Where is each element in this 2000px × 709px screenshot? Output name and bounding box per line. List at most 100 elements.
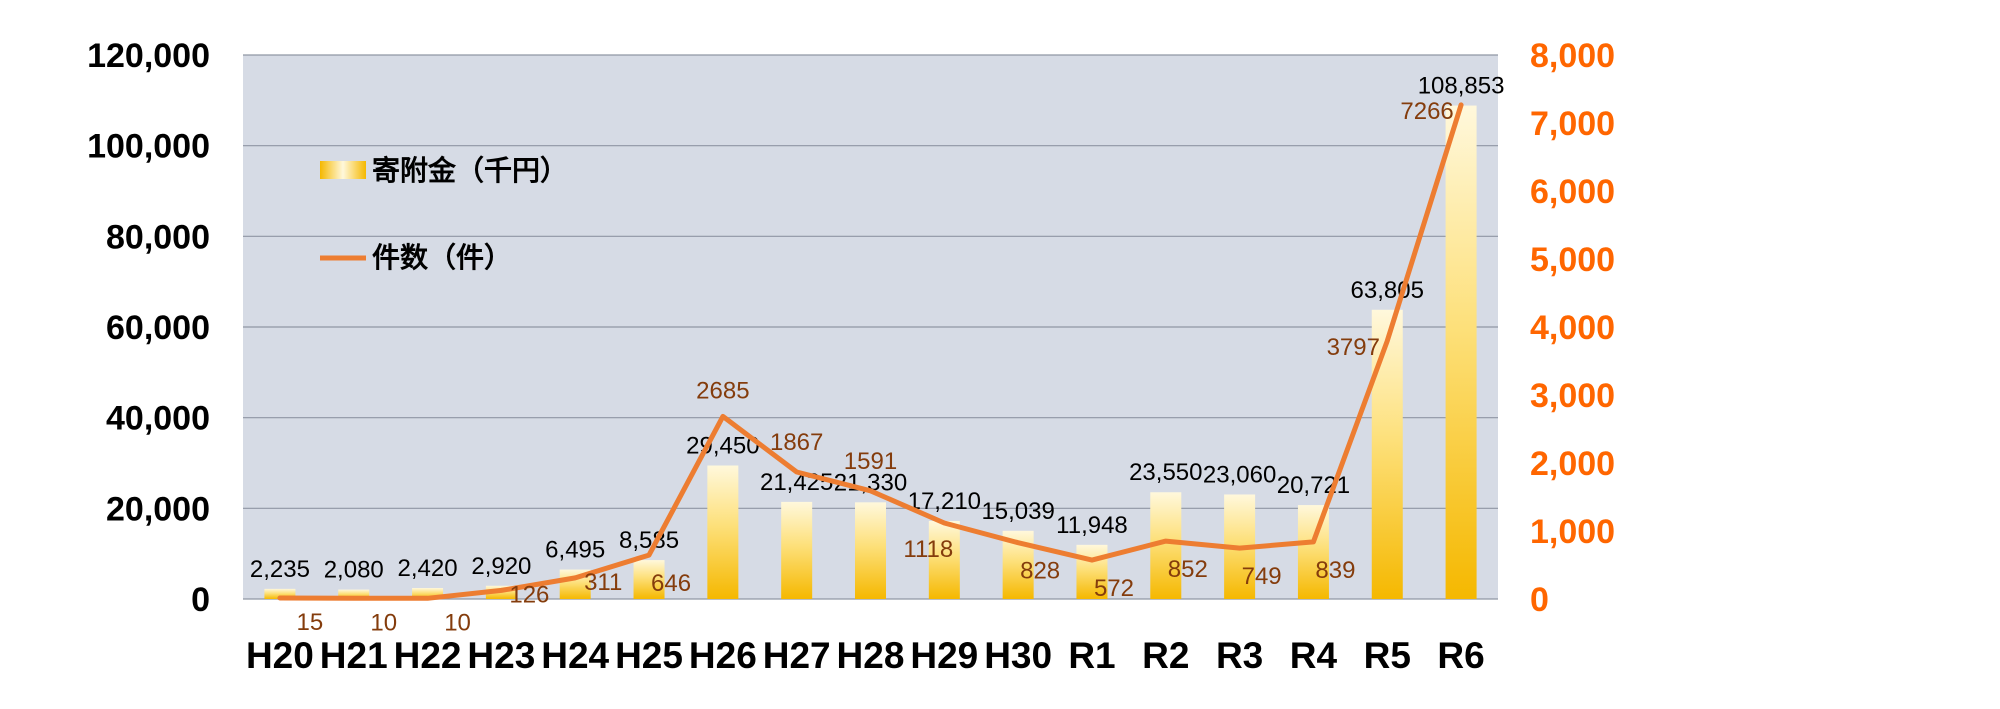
line-data-label: 10 — [444, 609, 471, 636]
x-axis-tick-label: R2 — [1142, 635, 1189, 676]
x-axis-tick-label: R1 — [1068, 635, 1115, 676]
line-point — [943, 522, 945, 524]
left-axis-tick-label: 40,000 — [106, 400, 210, 438]
left-axis-tick-label: 60,000 — [106, 309, 210, 347]
x-axis-ticks: H20 H21 H22 H23 H24 H25 H26 H27 H28 H29 H30 R1 R2 R3 R… — [246, 635, 1485, 676]
x-axis-tick-label: H30 — [984, 635, 1052, 676]
bar — [1076, 544, 1108, 599]
line-data-label: 646 — [651, 570, 691, 597]
legend-line-label: 件数（件） — [372, 241, 512, 274]
x-axis-tick-label: H26 — [689, 635, 757, 676]
line-point — [1386, 340, 1388, 342]
line-data-label: 1867 — [770, 429, 823, 456]
line-series — [277, 102, 1464, 601]
legend-bar-swatch — [320, 161, 366, 179]
line-data-label: 572 — [1094, 575, 1134, 602]
bar — [854, 502, 887, 599]
bar-data-label: 15,039 — [981, 498, 1054, 525]
legend: 寄附金（千円） 件数（件） — [320, 154, 568, 274]
line-point — [427, 597, 429, 599]
bar-data-label: 2,235 — [250, 556, 310, 583]
x-axis-tick-label: R5 — [1364, 635, 1411, 676]
bar-data-label: 6,495 — [545, 537, 605, 564]
bar-data-label: 23,550 — [1129, 459, 1202, 486]
left-axis-tick-label: 100,000 — [87, 128, 210, 166]
line-data-label: 828 — [1020, 558, 1060, 585]
bar-data-label: 63,805 — [1351, 277, 1424, 304]
line-point — [1165, 540, 1167, 542]
left-axis-tick-label: 120,000 — [87, 37, 210, 75]
line-point — [1017, 542, 1019, 544]
line-data-label: 1591 — [844, 448, 897, 475]
right-axis-tick-label: 6,000 — [1530, 173, 1615, 211]
right-axis-tick-label: 2,000 — [1530, 445, 1615, 483]
bar — [338, 589, 370, 599]
line-data-label: 10 — [370, 609, 397, 636]
line-point — [353, 597, 355, 599]
line-data-label: 1118 — [903, 536, 953, 563]
line-point — [870, 490, 871, 492]
line-point — [796, 471, 798, 473]
line-data-label: 7266 — [1400, 98, 1453, 125]
left-axis-ticks: 0 20,000 40,000 60,000 80,000 100,000 120,000 — [87, 37, 210, 619]
bar-data-label: 2,080 — [324, 557, 384, 584]
line-point — [1239, 547, 1241, 549]
right-axis-tick-label: 4,000 — [1530, 309, 1615, 347]
line-point — [722, 415, 724, 417]
x-axis-tick-label: R6 — [1437, 635, 1484, 676]
x-axis-tick-label: H24 — [541, 635, 609, 676]
bar — [1445, 105, 1477, 599]
line-data-label: 15 — [297, 609, 324, 636]
bar-data-label: 2,420 — [398, 555, 458, 582]
right-axis-tick-label: 3,000 — [1530, 377, 1615, 415]
bar-data-label: 23,060 — [1203, 461, 1276, 488]
x-axis-tick-label: H25 — [615, 635, 683, 676]
line-point — [1460, 104, 1462, 106]
right-axis-tick-label: 5,000 — [1530, 241, 1615, 279]
bar-data-label: 2,920 — [471, 553, 531, 580]
legend-bar-label: 寄附金（千円） — [372, 154, 568, 187]
bar-data-label: 108,853 — [1418, 73, 1505, 100]
left-axis-tick-label: 20,000 — [106, 490, 210, 528]
right-axis-tick-label: 1,000 — [1530, 513, 1615, 551]
bar — [928, 520, 960, 599]
line-point — [1091, 559, 1093, 561]
x-axis-tick-label: H23 — [467, 635, 535, 676]
line-point — [1312, 541, 1314, 543]
x-axis-tick-label: R3 — [1216, 635, 1263, 676]
bar — [633, 560, 665, 599]
line-point — [279, 597, 281, 599]
line-point — [574, 577, 576, 579]
x-axis-tick-label: H22 — [394, 635, 462, 676]
line-data-label: 2685 — [696, 377, 749, 404]
left-axis-tick-label: 80,000 — [106, 218, 210, 256]
x-axis-tick-label: H27 — [763, 635, 831, 676]
line-point — [500, 589, 502, 591]
right-axis-tick-label: 7,000 — [1530, 105, 1615, 143]
bar — [1371, 309, 1403, 599]
bar-data-label: 8,585 — [619, 527, 679, 554]
bar — [781, 501, 813, 599]
bar — [707, 465, 739, 599]
line-data-label: 3797 — [1327, 334, 1380, 361]
bar-data-label: 11,948 — [1056, 512, 1128, 539]
right-axis-tick-label: 8,000 — [1530, 37, 1615, 75]
x-axis-tick-label: H28 — [837, 635, 905, 676]
bar — [264, 588, 296, 599]
line-data-label: 126 — [509, 581, 549, 608]
bar — [412, 588, 444, 599]
left-axis-tick-label: 0 — [191, 581, 210, 619]
line-data-label: 839 — [1315, 557, 1355, 584]
line-data-labels: 15 10 10 126 311 646 2685 1867 1591 1118 828 572 852… — [297, 98, 1454, 636]
x-axis-tick-label: R4 — [1290, 635, 1338, 676]
x-axis-tick-label: H21 — [320, 635, 388, 676]
line-data-label: 852 — [1168, 556, 1208, 583]
x-axis-tick-label: H20 — [246, 635, 314, 676]
line-data-label: 749 — [1242, 563, 1282, 590]
line-point — [648, 554, 650, 556]
right-axis-ticks: 0 1,000 2,000 3,000 4,000 5,000 6,000 7,000 8,00… — [1530, 37, 1615, 619]
line-data-label: 311 — [584, 569, 622, 596]
x-axis-tick-label: H29 — [910, 635, 978, 676]
